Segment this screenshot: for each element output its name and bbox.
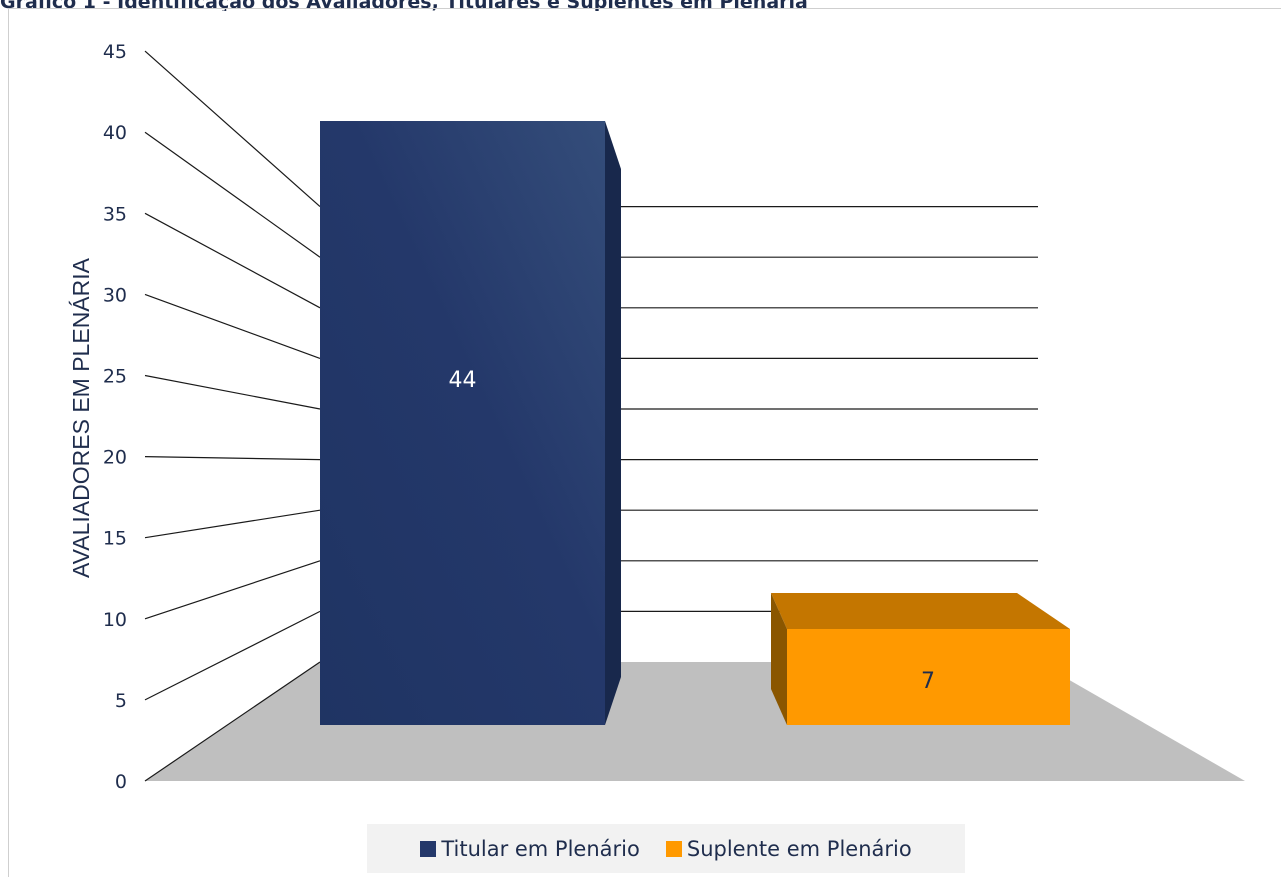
y-tick-label: 30 <box>103 284 127 306</box>
y-axis-label: AVALIADORES EM PLENÁRIA <box>68 257 94 578</box>
legend-label: Suplente em Plenário <box>686 836 912 861</box>
gridline-side <box>144 212 321 309</box>
bar-titular-side <box>605 121 621 725</box>
gridline-side <box>144 131 321 258</box>
gridline-side <box>144 509 321 539</box>
legend: Titular em Plenário Suplente em Plenário <box>367 824 965 873</box>
legend-item-titular: Titular em Plenário <box>420 837 640 861</box>
gridline-side <box>144 374 321 410</box>
y-tick-label: 0 <box>115 771 127 793</box>
bar-suplente-top <box>771 593 1070 629</box>
bars: 44 7 <box>320 121 1070 725</box>
gridline-side <box>144 293 321 359</box>
floor-plane <box>145 662 1245 781</box>
gridline-side <box>144 661 321 782</box>
bar-suplente <box>787 629 1070 725</box>
y-tick-label: 15 <box>103 528 127 550</box>
gridline-side <box>144 560 321 620</box>
chart-title: Gráfico 1 - Identificação dos Avaliadore… <box>0 0 808 11</box>
y-tick-label: 40 <box>103 122 127 144</box>
y-tick-label: 20 <box>103 447 127 469</box>
gridline-side <box>144 610 321 701</box>
bar-titular <box>320 121 605 725</box>
legend-label: Titular em Plenário <box>441 836 640 861</box>
y-axis-tick-labels: 0 5 10 15 20 25 30 35 40 45 <box>103 41 127 793</box>
gridline-side <box>144 50 321 208</box>
y-tick-label: 5 <box>115 690 127 712</box>
data-label-suplente: 7 <box>921 669 935 694</box>
y-tick-label: 45 <box>103 41 127 63</box>
chart-floor <box>145 662 1245 781</box>
chart-frame <box>8 8 1281 877</box>
legend-item-suplente: Suplente em Plenário <box>665 836 912 861</box>
gridline-side <box>144 456 321 461</box>
y-tick-label: 25 <box>103 366 127 388</box>
data-label-titular: 44 <box>449 368 477 393</box>
legend-swatch <box>420 840 437 857</box>
y-tick-label: 35 <box>103 203 127 225</box>
legend-swatch <box>665 840 682 857</box>
bar-suplente-side <box>771 593 787 725</box>
y-tick-label: 10 <box>103 609 127 631</box>
